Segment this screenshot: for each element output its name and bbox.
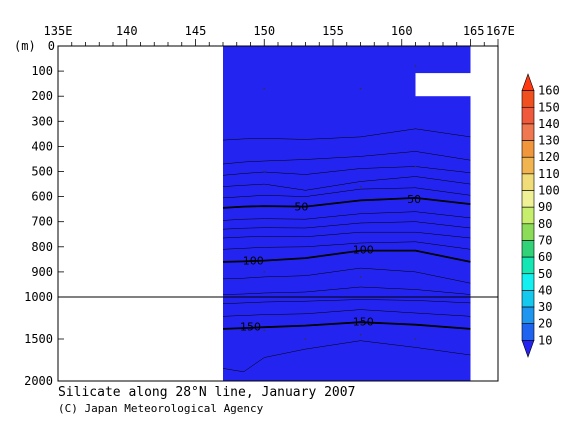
colorbar-bin: [521, 190, 535, 208]
x-tick-label: 150: [253, 24, 275, 38]
obs-dot: [414, 165, 417, 168]
y-tick-label: 700: [31, 215, 53, 229]
colorbar-label: 100: [538, 184, 560, 198]
colorbar-label: 110: [538, 167, 560, 181]
contour-label: 50: [407, 193, 421, 206]
obs-dot: [263, 329, 266, 332]
obs-dot: [359, 185, 362, 188]
colorbar-bin: [521, 306, 535, 325]
colorbar-label: 160: [538, 84, 560, 98]
credit-text: (C) Japan Meteorological Agency: [58, 402, 264, 415]
contour-140: [222, 309, 471, 317]
colorbar-bin: [521, 323, 535, 341]
y-tick-label: 600: [31, 190, 53, 204]
colorbar-bin: [521, 123, 535, 141]
y-tick-label: 100: [31, 64, 53, 78]
colorbar-label: 30: [538, 300, 552, 314]
y-tick-label: 0: [48, 39, 55, 53]
contour-60: [222, 211, 471, 221]
y-tick-label: 2000: [24, 374, 53, 388]
colorbar-label: 20: [538, 317, 552, 331]
colorbar-bin: [521, 223, 535, 241]
missing-data-patch: [415, 73, 472, 97]
colorbar-bin: [521, 240, 535, 258]
contour-50: [222, 196, 471, 209]
contour-15: [222, 128, 471, 141]
contour-label: 50: [294, 201, 308, 214]
contour-30: [222, 176, 471, 191]
y-unit-label: (m): [14, 39, 36, 53]
obs-dot: [359, 87, 362, 90]
contour-70: [222, 221, 471, 230]
colorbar-label: 80: [538, 217, 552, 231]
x-tick-label: 167E: [486, 24, 515, 38]
contour-label: 150: [240, 320, 261, 333]
contour-labels: 50 50 100 100 150 150: [240, 193, 421, 333]
colorbar-bin: [521, 73, 535, 91]
contour-150: [222, 321, 471, 330]
contour-lines: [222, 65, 471, 373]
x-tick-label: 155: [322, 24, 344, 38]
colorbar-bin: [521, 106, 535, 125]
contour-20: [222, 151, 471, 165]
contour-120: [222, 286, 471, 295]
y-tick-label: 800: [31, 240, 53, 254]
x-tick-label: 145: [185, 24, 207, 38]
x-tick-label: 135E: [44, 24, 73, 38]
contour-155: [222, 340, 471, 373]
obs-dot: [263, 170, 266, 173]
colorbar-bin: [521, 90, 535, 108]
y-tick-label: 500: [31, 165, 53, 179]
x-tick-label: 160: [391, 24, 413, 38]
contour-110: [222, 267, 471, 284]
contour-80: [222, 231, 471, 239]
colorbar-label: 10: [538, 333, 552, 347]
colorbar-label: 130: [538, 134, 560, 148]
colorbar: 160 150 140 130 120 110 100 90 80 70 60 50 40 30 20 10: [521, 73, 560, 358]
obs-dot: [414, 338, 417, 340]
colorbar-label: 120: [538, 150, 560, 164]
contour-label: 150: [353, 315, 374, 328]
y-tick-label: 900: [31, 265, 53, 279]
colorbar-label: 60: [538, 250, 552, 264]
colorbar-bin: [521, 256, 535, 275]
colorbar-bin: [521, 156, 535, 175]
y-axis: 0 100 200 300 400 500 600 700 800 900 1000 1500 2000…: [14, 39, 64, 388]
colorbar-bin: [521, 140, 535, 158]
contour-label: 100: [353, 243, 374, 256]
contour-130: [222, 299, 471, 304]
contour-label: 100: [243, 255, 264, 268]
contour-100: [222, 249, 471, 263]
colorbar-label: 40: [538, 283, 552, 297]
x-tick-label: 140: [116, 24, 138, 38]
obs-dot: [263, 271, 266, 273]
y-tick-label: 300: [31, 114, 53, 128]
y-tick-label: 1500: [24, 332, 53, 346]
y-tick-label: 400: [31, 139, 53, 153]
obs-dot: [263, 87, 266, 90]
colorbar-bin: [521, 273, 535, 291]
x-tick-label: 165: [463, 24, 485, 38]
obs-dot: [359, 334, 362, 336]
y-tick-label: 1000: [24, 290, 53, 304]
colorbar-label: 50: [538, 267, 552, 281]
colorbar-label: 140: [538, 117, 560, 131]
colorbar-label: 70: [538, 233, 552, 247]
colorbar-label: 90: [538, 200, 552, 214]
x-axis: 135E 140 145 150 155 160 165 167E: [44, 24, 515, 46]
y-tick-label: 200: [31, 89, 53, 103]
colorbar-label: 150: [538, 100, 560, 114]
colorbar-bin: [521, 340, 535, 358]
contour-40: [222, 187, 471, 199]
contour-90: [222, 241, 471, 250]
obs-dot: [414, 65, 417, 67]
chart-title: Silicate along 28°N line, January 2007: [58, 385, 355, 400]
obs-dot: [304, 338, 307, 340]
colorbar-bin: [521, 290, 535, 308]
colorbar-bin: [521, 173, 535, 191]
obs-dot: [359, 276, 362, 278]
colorbar-bin: [521, 206, 535, 225]
